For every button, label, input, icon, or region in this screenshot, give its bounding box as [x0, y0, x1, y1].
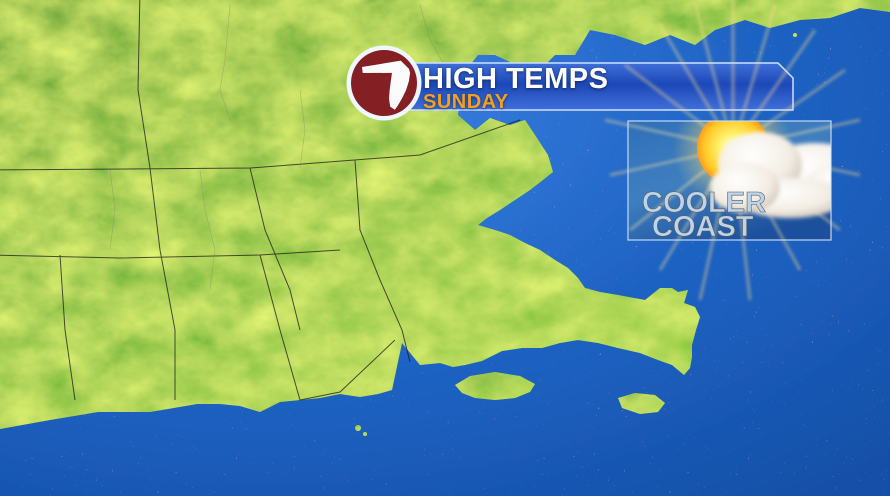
svg-text:COAST: COAST — [652, 211, 754, 243]
